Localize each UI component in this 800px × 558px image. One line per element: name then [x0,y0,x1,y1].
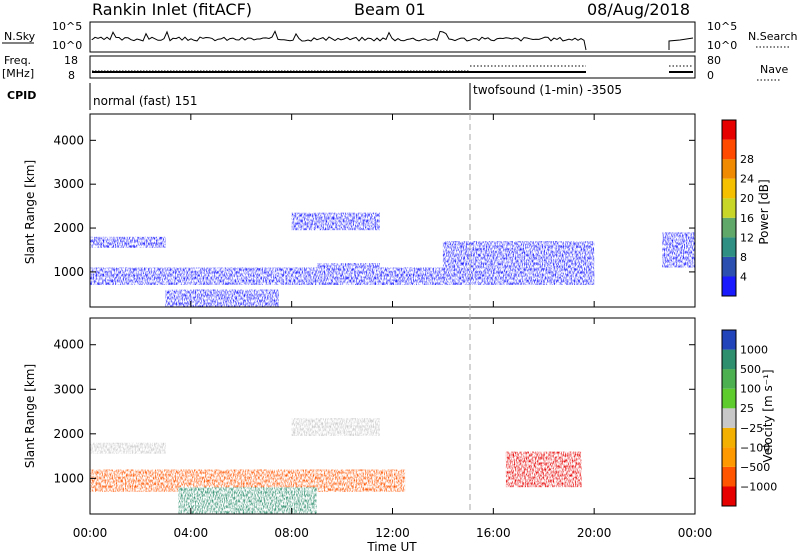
x-tick-label: 08:00 [274,526,309,540]
cpid-label: CPID [7,89,36,102]
cpid-segment-1: normal (fast) 151 [93,94,197,108]
nave-tick-top: 80 [707,54,721,67]
nave-label: Nave [760,63,788,76]
freq-tick-top: 18 [64,54,78,67]
y-tick-label: 4000 [53,133,84,147]
power-colorbar-label: Power [dB] [757,179,771,244]
velocity-panel [89,317,696,515]
velocity-ylabel: Slant Range [km] [23,364,37,468]
colorbar-tick-label: 25 [740,402,754,415]
velocity-feature-2 [178,487,317,514]
colorbar-swatch [722,159,736,179]
colorbar-swatch [722,369,736,389]
colorbar-tick-label: 28 [740,153,754,166]
velocity-feature-3 [291,418,380,436]
colorbar-tick-label: −1000 [740,480,777,493]
colorbar-tick-label: 1000 [740,344,768,357]
power-feature-3 [291,212,380,231]
freq-strip [89,55,696,79]
colorbar-tick-label: 12 [740,231,754,244]
colorbar-swatch [722,466,736,487]
colorbar-tick-label: 24 [740,173,754,186]
colorbar-tick-label: 4 [740,270,747,283]
x-tick-label: 00:00 [73,526,108,540]
power-panel [89,113,696,308]
x-tick-label: 00:00 [678,526,713,540]
nsearch-tick-bottom: 10^0 [707,39,737,52]
colorbar-swatch [722,139,736,160]
colorbar-swatch [722,330,736,350]
nsky-label: N.Sky [4,30,36,43]
colorbar-swatch [722,178,736,199]
x-tick-label: 12:00 [375,526,410,540]
x-tick-label: 16:00 [476,526,511,540]
colorbar-tick-label: 100 [740,383,761,396]
nsky-strip [89,21,696,53]
y-tick-label: 1000 [53,265,84,279]
y-tick-label: 1000 [53,471,84,485]
y-tick-label: 2000 [53,427,84,441]
power-feature-2 [165,289,279,307]
colorbar-swatch [722,427,736,448]
power-scatter [90,212,695,307]
velocity-colorbar-label: Velocity [m s⁻¹] [761,369,775,462]
colorbar-swatch [722,447,736,467]
velocity-feature-4 [505,451,582,488]
colorbar-swatch [722,198,736,218]
nsky-trace [91,30,694,51]
power-feature-4 [316,263,380,281]
colorbar-swatch [722,120,736,140]
velocity-colorbar: −1000 −500 −100 −25 25 100 500 1000 [721,329,777,507]
x-axis-label: Time UT [366,540,417,554]
velocity-scatter [90,418,582,514]
y-tick-label: 2000 [53,221,84,235]
colorbar-swatch [722,276,736,296]
x-tick-label: 04:00 [174,526,209,540]
cpid-segment-2: twofsound (1-min) -3505 [473,83,622,97]
nsky-tick-top: 10^5 [52,20,82,33]
freq-label-line1: Freq. [4,54,31,67]
power-feature-0 [90,236,166,248]
velocity-feature-1 [90,469,406,492]
nsky-tick-bottom: 10^0 [52,39,82,52]
nsearch-tick-top: 10^5 [707,20,737,33]
nave-tick-bottom: 0 [707,69,714,82]
colorbar-tick-label: −100 [740,441,770,454]
x-tick-label: 20:00 [577,526,612,540]
colorbar-tick-label: 16 [740,212,754,225]
colorbar-swatch [722,408,736,428]
date-label: 08/Aug/2018 [587,0,690,19]
colorbar-tick-label: 8 [740,251,747,264]
y-tick-label: 3000 [53,177,84,191]
station-title: Rankin Inlet (fitACF) [92,0,252,19]
colorbar-tick-label: −500 [740,461,770,474]
beam-label: Beam 01 [354,0,426,19]
colorbar-swatch [722,217,736,238]
freq-tick-bottom: 8 [68,69,75,82]
colorbar-swatch [722,256,736,277]
nsearch-label: N.Search [748,30,798,43]
colorbar-swatch [722,388,736,409]
y-tick-label: 3000 [53,382,84,396]
freq-label-line2: [MHz] [2,67,34,80]
power-colorbar: 4 8 12 16 20 24 28 [721,119,754,297]
power-feature-6 [662,232,695,268]
colorbar-tick-label: 500 [740,363,761,376]
colorbar-swatch [722,349,736,370]
colorbar-swatch [722,237,736,257]
power-feature-5 [442,241,595,281]
velocity-feature-0 [90,442,166,454]
colorbar-swatch [722,486,736,506]
power-ylabel: Slant Range [km] [23,160,37,264]
colorbar-tick-label: −25 [740,422,763,435]
y-tick-label: 4000 [53,338,84,352]
colorbar-tick-label: 20 [740,192,754,205]
